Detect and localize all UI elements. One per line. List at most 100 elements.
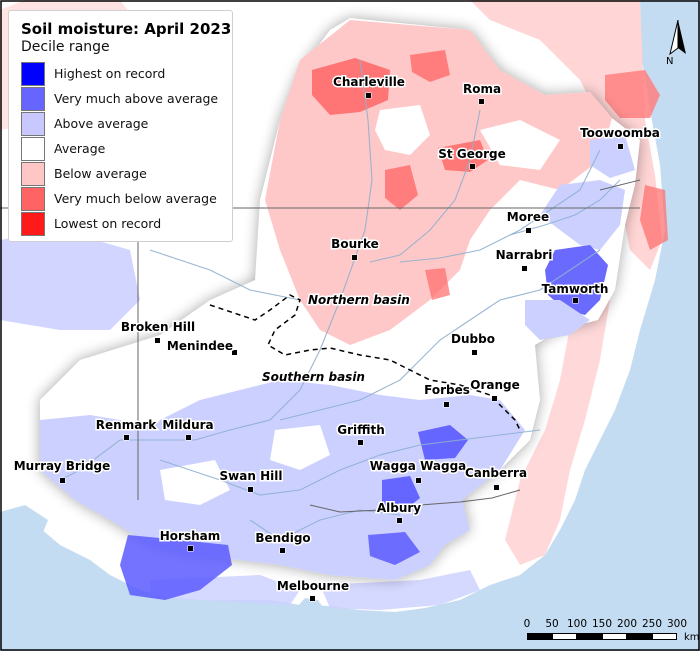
town-label: St George [438, 147, 505, 161]
legend-item: Above average [21, 111, 232, 136]
legend-item: Very much above average [21, 86, 232, 111]
town-st-george: St George [437, 146, 507, 170]
scale-segment [527, 633, 552, 640]
legend: Soil moisture: April 2023 Decile range H… [8, 10, 233, 242]
town-horsham: Horsham [158, 528, 222, 552]
legend-label: Very much below average [54, 191, 217, 206]
town-label: Wagga Wagga [370, 459, 467, 473]
legend-item: Average [21, 136, 232, 161]
towns: Charleville Roma Toowoomba St George Mor… [12, 74, 661, 602]
town-renmark: Renmark [94, 417, 159, 441]
scale-tick: 150 [591, 618, 613, 630]
legend-label: Very much above average [54, 91, 219, 106]
town-bendigo: Bendigo [254, 530, 312, 554]
town-label: Griffith [337, 423, 385, 437]
town-label: Narrabri [496, 248, 553, 262]
legend-title: Soil moisture: April 2023 [21, 20, 232, 38]
scale-tick: 300 [666, 618, 688, 630]
town-label: Renmark [96, 418, 157, 432]
town-forbes: Forbes [423, 382, 471, 408]
legend-item: Lowest on record [21, 211, 232, 236]
town-bourke: Bourke [330, 236, 380, 261]
legend-label: Above average [54, 116, 149, 131]
southern-basin-label: Southern basin [262, 370, 365, 384]
town-charleville: Charleville [332, 74, 406, 99]
town-label: Broken Hill [121, 320, 195, 334]
legend-item: Highest on record [21, 61, 232, 86]
town-label: Melbourne [277, 579, 349, 593]
town-broken-hill: Broken Hill [119, 319, 197, 344]
town-label: Horsham [160, 529, 221, 543]
town-menindee: Menindee [165, 338, 238, 356]
legend-swatch [21, 61, 45, 86]
north-label: N [666, 56, 674, 67]
town-label: Canberra [465, 466, 527, 480]
scale-segment [602, 633, 627, 640]
northern-basin-label: Northern basin [308, 293, 410, 307]
scale-tick: 250 [641, 618, 663, 630]
rivers [59, 59, 621, 541]
town-narrabri: Narrabri [494, 247, 554, 272]
port-phillip-bay [298, 598, 326, 618]
legend-swatch [21, 211, 45, 236]
legend-swatch [21, 186, 45, 211]
basin-labels: Northern basin Southern basin [261, 292, 412, 386]
town-melbourne: Melbourne [275, 578, 351, 602]
legend-label: Lowest on record [54, 216, 162, 231]
legend-swatch [21, 86, 45, 111]
scale-tick: 100 [566, 618, 588, 630]
town-dubbo: Dubbo [450, 331, 496, 356]
town-canberra: Canberra [463, 465, 529, 491]
town-orange: Orange [469, 377, 521, 402]
town-label: Tamworth [542, 282, 609, 296]
scale-tick: 50 [545, 618, 559, 630]
town-label: Forbes [424, 383, 470, 397]
legend-swatch [21, 111, 45, 136]
legend-rows: Highest on record Very much above averag… [21, 61, 232, 236]
legend-label: Below average [54, 166, 147, 181]
town-tamworth: Tamworth [540, 281, 610, 304]
town-albury: Albury [375, 500, 423, 524]
basin-divider [209, 294, 521, 431]
town-label: Albury [377, 501, 421, 515]
town-label: Orange [470, 378, 520, 392]
scale-segment [577, 633, 602, 640]
town-moree: Moree [505, 209, 551, 234]
town-label: Moree [507, 210, 549, 224]
town-label: Dubbo [451, 332, 495, 346]
scale-bar: 0 50 100 150 200 250 300 km [520, 618, 700, 646]
legend-swatch [21, 136, 45, 161]
legend-swatch [21, 161, 45, 186]
town-roma: Roma [461, 81, 503, 105]
legend-label: Highest on record [54, 66, 166, 81]
town-toowoomba: Toowoomba [579, 125, 661, 150]
scale-unit: km [684, 632, 700, 643]
town-label: Murray Bridge [14, 459, 111, 473]
town-label: Swan Hill [220, 469, 283, 483]
town-wagga-wagga: Wagga Wagga [368, 458, 468, 484]
scale-tick: 200 [616, 618, 638, 630]
town-murray-bridge: Murray Bridge [12, 458, 112, 484]
town-label: Bendigo [255, 531, 310, 545]
town-label: Bourke [331, 237, 379, 251]
north-arrow-icon [669, 19, 686, 56]
gulf-water [0, 505, 48, 545]
town-label: Mildura [162, 418, 213, 432]
scale-segment [552, 633, 577, 640]
town-griffith: Griffith [336, 422, 386, 446]
town-mildura: Mildura [161, 417, 215, 441]
scale-tick: 0 [523, 618, 531, 630]
legend-label: Average [54, 141, 106, 156]
scale-segment [627, 633, 652, 640]
town-label: Toowoomba [580, 126, 660, 140]
legend-item: Below average [21, 161, 232, 186]
legend-item: Very much below average [21, 186, 232, 211]
town-label: Charleville [333, 75, 405, 89]
town-swan-hill: Swan Hill [218, 468, 284, 493]
north-arrow: N [666, 19, 690, 67]
scale-segment [652, 633, 677, 640]
legend-subtitle: Decile range [21, 39, 110, 55]
town-label: Menindee [167, 339, 233, 353]
